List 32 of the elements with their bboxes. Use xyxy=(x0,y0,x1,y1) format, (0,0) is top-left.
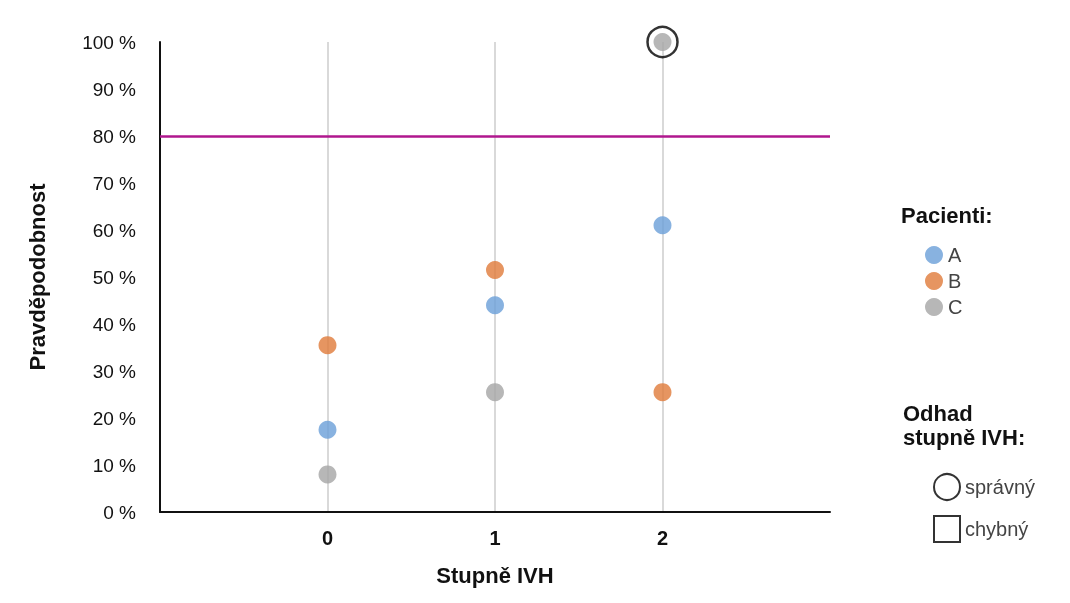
legend-label: chybný xyxy=(965,518,1029,540)
legend-label: C xyxy=(948,296,963,318)
y-tick-label: 50 % xyxy=(92,266,137,288)
y-tick-label: 0 % xyxy=(103,501,137,523)
text: Odhad stupně IVH: xyxy=(903,400,1026,450)
legend-title: Pacienti: xyxy=(901,202,993,228)
point xyxy=(486,296,504,315)
y-tick-label: 100 % xyxy=(82,31,137,53)
y-axis-title: Pravděpodobnost xyxy=(24,182,50,371)
y-tick-label: 80 % xyxy=(92,125,137,147)
y-tick-label: 40 % xyxy=(92,313,137,335)
legend-label: B xyxy=(948,270,962,292)
point xyxy=(318,465,337,484)
y-tick-label: 60 % xyxy=(92,219,137,241)
y-tick-label: 20 % xyxy=(92,407,137,429)
x-axis-title: Stupně IVH xyxy=(436,562,554,588)
point xyxy=(486,260,504,279)
point xyxy=(653,216,672,235)
point xyxy=(646,25,679,59)
x-tick-label: 0 xyxy=(321,527,334,549)
point xyxy=(318,336,337,355)
legend-label: správný xyxy=(965,476,1036,498)
y-tick-label: 30 % xyxy=(92,360,137,382)
point xyxy=(486,383,504,402)
x-tick-label: 1 xyxy=(489,527,501,549)
point xyxy=(653,383,672,402)
y-tick-label: 90 % xyxy=(92,78,137,100)
point xyxy=(318,420,337,439)
y-tick-label: 10 % xyxy=(92,454,137,476)
x-tick-label: 2 xyxy=(656,527,669,549)
legend-label: A xyxy=(948,244,962,266)
y-tick-label: 70 % xyxy=(92,172,137,194)
